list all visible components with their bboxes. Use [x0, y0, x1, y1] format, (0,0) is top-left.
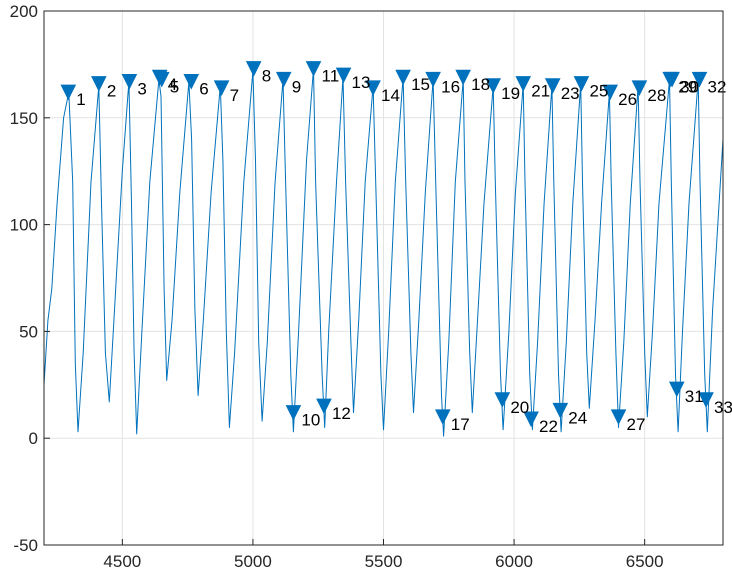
data-series-line	[43, 68, 724, 437]
peak-marker	[668, 381, 685, 398]
y-tick-label: 0	[29, 429, 38, 448]
peak-marker	[153, 71, 170, 88]
y-tick-label: 100	[10, 216, 38, 235]
peak-marker	[316, 398, 332, 415]
peak-label: 10	[301, 411, 320, 430]
peak-label: 19	[501, 84, 520, 103]
peak-label: 16	[441, 77, 460, 96]
peak-marker	[602, 84, 618, 101]
peak-label: 24	[568, 408, 587, 427]
peak-label: 23	[561, 84, 580, 103]
data-line-layer	[43, 68, 724, 437]
peak-label: 30	[680, 77, 699, 96]
peak-marker	[573, 76, 590, 92]
peak-marker	[515, 76, 532, 92]
peak-marker	[691, 71, 708, 88]
peak-label: 5	[170, 77, 179, 96]
peak-label: 18	[471, 75, 490, 94]
peak-marker	[285, 405, 302, 421]
peak-marker	[434, 409, 451, 425]
peak-marker	[245, 61, 262, 77]
peak-marker	[335, 67, 352, 84]
peak-label: 28	[647, 86, 666, 105]
peak-marker	[485, 78, 501, 94]
peak-marker	[664, 71, 680, 88]
peak-label: 8	[262, 67, 271, 86]
peak-marker	[610, 409, 627, 425]
x-tick-label: 6500	[626, 552, 664, 571]
peak-marker	[305, 61, 322, 77]
peak-marker	[455, 69, 471, 86]
x-tick-label: 6000	[495, 552, 533, 571]
peak-marker	[395, 69, 411, 86]
peak-label: 29	[678, 77, 697, 96]
peak-marker	[698, 392, 714, 408]
peak-label: 6	[199, 79, 208, 98]
peak-label: 17	[451, 415, 470, 434]
y-tick-label: 150	[10, 109, 38, 128]
peak-label: 21	[531, 82, 550, 101]
peak-label: 12	[332, 404, 351, 423]
peak-marker	[183, 73, 200, 90]
peak-label: 9	[292, 77, 301, 96]
peak-marker	[523, 411, 539, 428]
peak-marker	[425, 71, 441, 88]
peak-marker	[91, 76, 107, 92]
peak-label: 4	[168, 75, 177, 94]
x-tick-label: 5000	[234, 552, 272, 571]
peak-label: 27	[627, 415, 646, 434]
peak-marker	[121, 73, 138, 90]
peak-marker	[494, 392, 511, 408]
peak-label: 2	[107, 82, 116, 101]
peak-marker	[544, 78, 561, 94]
peak-marker	[213, 80, 230, 97]
peak-label: 31	[685, 387, 704, 406]
peak-label: 11	[322, 67, 340, 86]
peak-label: 26	[618, 90, 637, 109]
y-tick-label: 50	[19, 322, 38, 341]
peak-label: 7	[230, 86, 239, 105]
peak-label: 14	[381, 86, 400, 105]
peak-label: 1	[76, 90, 85, 109]
x-tick-label: 5500	[365, 552, 403, 571]
peak-label: 15	[411, 75, 430, 94]
peak-marker	[552, 402, 569, 419]
y-tick-label: 200	[10, 2, 38, 21]
peak-marker	[365, 80, 381, 97]
peak-label: 3	[137, 79, 146, 98]
peak-label: 25	[589, 82, 608, 101]
peak-label: 22	[539, 417, 558, 436]
x-tick-label: 4500	[103, 552, 141, 571]
peak-marker	[60, 84, 77, 101]
y-tick-label: -50	[13, 536, 38, 555]
peak-label: 32	[707, 77, 726, 96]
peak-label: 20	[510, 398, 529, 417]
peak-markers	[60, 61, 714, 428]
ticks: 4500 5000 5500 6000 6500 -50 0 50 100 150 200	[10, 2, 664, 571]
peak-marker	[631, 80, 648, 97]
peak-label: 13	[352, 73, 371, 92]
peak-marker	[275, 71, 292, 88]
